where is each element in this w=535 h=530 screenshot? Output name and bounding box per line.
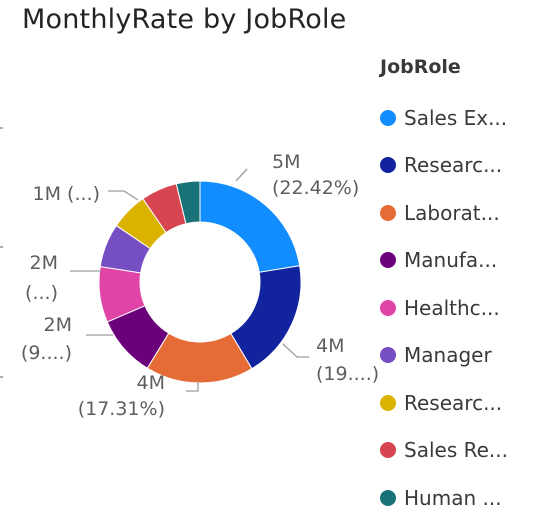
legend-label: Researc... — [404, 153, 503, 178]
legend-item[interactable]: Sales Re... — [380, 427, 530, 475]
data-label: 1M (...) — [33, 183, 100, 205]
legend-marker-icon — [380, 109, 396, 126]
legend-marker-icon — [380, 299, 396, 316]
legend-label: Researc... — [404, 390, 503, 415]
edge-tick — [0, 246, 3, 248]
data-label: 4M — [316, 335, 344, 357]
legend-item[interactable]: Manufa... — [380, 237, 530, 285]
legend-label: Laborat... — [404, 200, 500, 225]
leader-lines — [70, 168, 309, 392]
data-label: 5M — [272, 151, 300, 173]
data-label: (19....) — [316, 363, 379, 385]
legend-marker-icon — [380, 204, 396, 221]
leader-line — [186, 381, 199, 392]
legend-marker-icon — [380, 347, 396, 364]
edge-tick — [0, 127, 3, 129]
legend-label: Sales Ex... — [404, 105, 508, 130]
legend-marker-icon — [380, 394, 396, 411]
legend-item[interactable]: Researc... — [380, 142, 530, 190]
edge-tick — [0, 376, 3, 378]
legend-item[interactable]: Researc... — [380, 379, 530, 427]
data-label: (22.42%) — [272, 177, 359, 199]
donut-slice[interactable] — [175, 180, 201, 225]
data-label: (9....) — [21, 342, 72, 364]
legend-marker-icon — [380, 252, 396, 269]
legend-label: Manager — [404, 343, 492, 368]
data-label: (...) — [25, 282, 58, 304]
data-labels: 5M (22.42%) 4M (19....) 4M (17.31%) 2M (9....) 2… — [21, 151, 379, 420]
legend-marker-icon — [380, 442, 396, 459]
legend-item[interactable]: Manager — [380, 332, 530, 380]
chart-title: MonthlyRate by JobRole — [22, 4, 347, 35]
data-label: 2M — [30, 252, 58, 274]
legend: JobRole Sales Ex... Researc... Laborat... M… — [380, 56, 530, 522]
legend-item[interactable]: Laborat... — [380, 189, 530, 237]
legend-item[interactable]: Sales Ex... — [380, 94, 530, 142]
legend-label: Human ... — [404, 485, 502, 510]
legend-label: Healthc... — [404, 295, 500, 320]
legend-item[interactable]: Human ... — [380, 474, 530, 522]
leader-line — [282, 343, 309, 358]
leader-line — [235, 168, 248, 182]
legend-title: JobRole — [380, 56, 461, 78]
legend-marker-icon — [380, 489, 396, 506]
legend-label: Sales Re... — [404, 438, 508, 463]
leader-line — [108, 190, 139, 201]
legend-item[interactable]: Healthc... — [380, 284, 530, 332]
legend-label: Manufa... — [404, 248, 498, 273]
data-label: 4M — [137, 372, 165, 394]
donut-slices — [98, 180, 302, 384]
data-label: 2M — [44, 314, 72, 336]
legend-marker-icon — [380, 157, 396, 174]
data-label: (17.31%) — [78, 398, 165, 420]
legend-items: Sales Ex... Researc... Laborat... Manufa...… — [380, 94, 530, 522]
